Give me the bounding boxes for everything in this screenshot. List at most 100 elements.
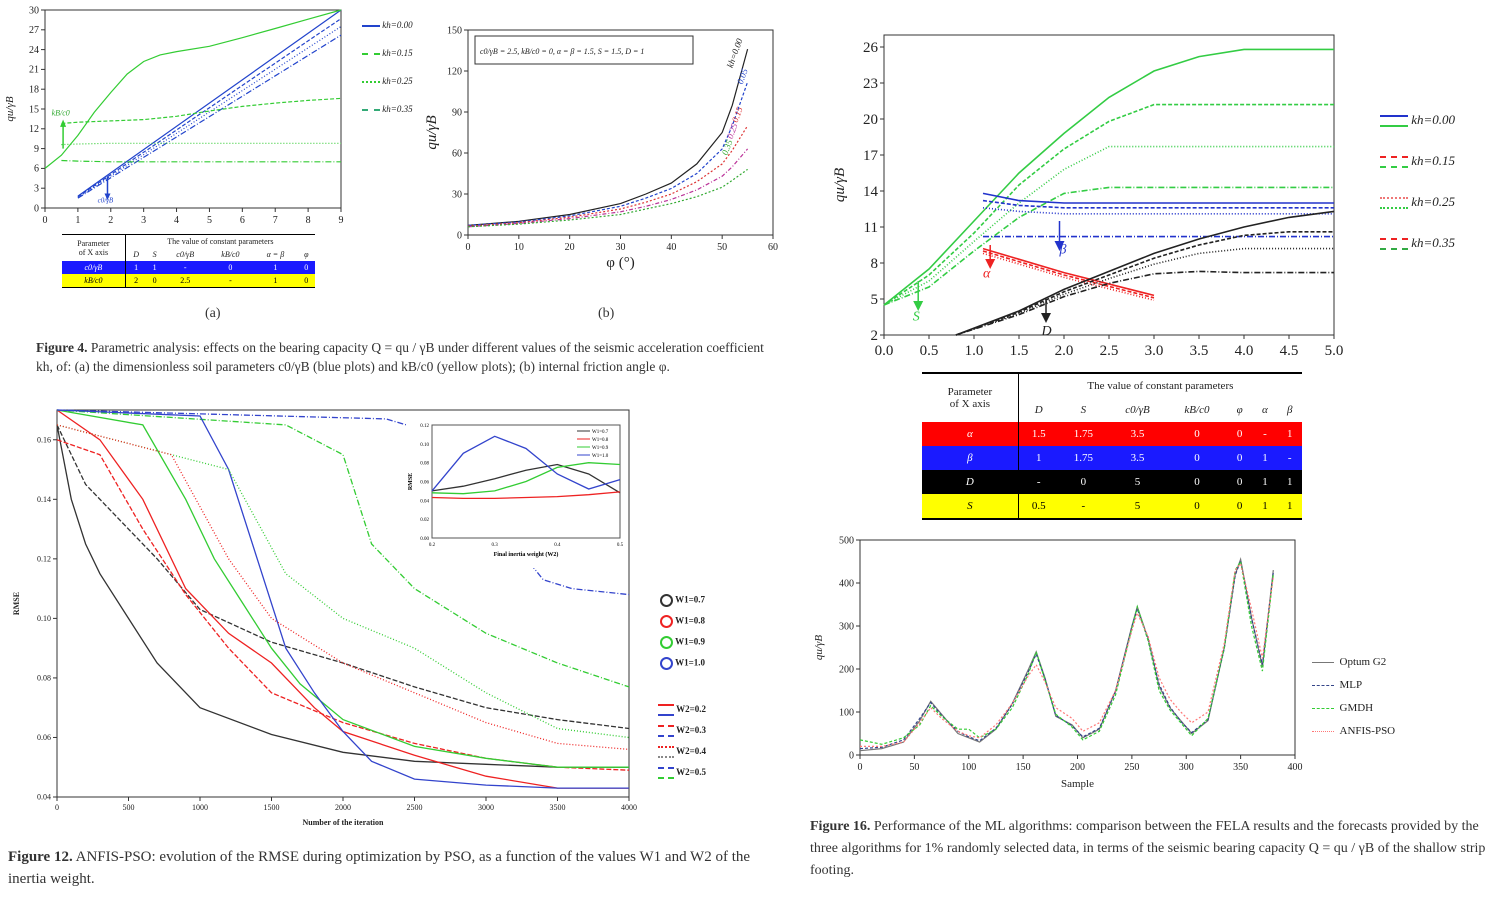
x-axis-label: Sample xyxy=(1061,778,1094,790)
x-tick-label: 2000 xyxy=(335,803,351,812)
fig12-caption-text: ANFIS-PSO: evolution of the RMSE during … xyxy=(8,849,751,887)
inset-x-label: Final inertia weight (W2) xyxy=(494,551,559,558)
series-line xyxy=(61,97,342,125)
arrow-up-head xyxy=(60,119,67,127)
x-axis-label: φ (°) xyxy=(606,255,634,271)
x-tick-label: 9 xyxy=(339,215,344,226)
arrow-down-head xyxy=(104,193,111,201)
fig4-caption-label: Figure 4. xyxy=(36,340,88,355)
inset-series-line xyxy=(431,463,621,494)
table-cell: 0 xyxy=(304,263,309,272)
arrow-s-head xyxy=(913,301,924,311)
y-tick-label: 0 xyxy=(34,203,39,214)
y-tick-label: 8 xyxy=(871,256,879,272)
fig12-caption: Figure 12. ANFIS-PSO: evolution of the R… xyxy=(8,846,778,890)
x-tick-label: 2 xyxy=(108,215,113,226)
fig12-legend-w1-2: W1=0.9 xyxy=(675,636,705,647)
y-tick-label: 24 xyxy=(29,45,39,56)
inset-y-label: RMSE xyxy=(408,473,414,490)
series-line xyxy=(467,81,749,226)
fig12-legend-w1-0: W1=0.7 xyxy=(675,594,705,605)
fig4b-label: (b) xyxy=(598,306,615,321)
table-col-header: S xyxy=(152,250,157,259)
fig4a-table-h1: Parameter xyxy=(77,239,110,248)
series-line xyxy=(955,247,1334,336)
x-tick-label: 3 xyxy=(141,215,146,226)
x-tick-label: 10 xyxy=(514,242,524,253)
table-cell: 1.75 xyxy=(1073,428,1093,440)
x-axis-label: Number of the iteration xyxy=(303,818,385,827)
figR-table-h2: of X axis xyxy=(949,398,991,410)
y-axis-label: RMSE xyxy=(12,592,21,615)
series-line xyxy=(56,424,630,730)
annotation-alpha: α xyxy=(983,266,991,281)
table-row: D - 0 5 0 0 1 1 xyxy=(922,470,1302,494)
x-tick-label: 7 xyxy=(273,215,278,226)
fig4a-legend-1: kh=0.15 xyxy=(382,48,413,58)
inset-x-tick-label: 0.4 xyxy=(554,543,561,548)
figR-legend-0: kh=0.00 xyxy=(1411,112,1456,127)
fig4a-legend-3: kh=0.35 xyxy=(382,104,413,114)
inset-y-tick-label: 0.12 xyxy=(420,424,429,429)
table-cell: 0 xyxy=(1236,500,1243,512)
table-cell: 0 xyxy=(1080,476,1087,488)
y-tick-label: 30 xyxy=(29,5,39,16)
table-cell: 0 xyxy=(1194,476,1200,488)
table-cell: 3.5 xyxy=(1130,452,1145,464)
y-tick-label: 6 xyxy=(34,164,39,175)
series-line xyxy=(467,168,748,228)
y-tick-label: 2 xyxy=(871,328,879,344)
annotation-d: D xyxy=(1041,324,1052,339)
series-line xyxy=(982,199,1334,209)
series-line xyxy=(982,247,1155,297)
arrow-d-head xyxy=(1041,313,1051,323)
table-cell: 0 xyxy=(304,276,309,285)
x-tick-label: 5 xyxy=(207,215,212,226)
y-tick-label: 3 xyxy=(34,184,39,195)
series-line xyxy=(467,125,749,227)
annotation-kb-c0: kB/c0 xyxy=(52,109,70,118)
table-cell: 3.5 xyxy=(1130,428,1145,440)
figR-legend: kh=0.00 kh=0.15 kh=0.25 kh=0.35 xyxy=(1380,112,1455,276)
series-label: kh=0.00 xyxy=(725,37,745,69)
table-cell: 0 xyxy=(152,276,157,285)
figR-param-table: Parameter of X axis The value of constant… xyxy=(922,372,1302,520)
fig12-legend-w1-1: W1=0.8 xyxy=(675,615,705,626)
series-line xyxy=(982,192,1334,204)
fig4b-chart: 0 10 20 30 40 50 60 0 30 60 90 120 150 φ (°) qu/γB c0/γ… xyxy=(424,25,778,271)
series-line xyxy=(77,25,342,198)
plot-area: 0 500 1000 1500 2000 2500 3000 3500 4000 0.04 0.06… xyxy=(12,409,637,827)
y-tick-label: 18 xyxy=(29,85,39,96)
series-line xyxy=(77,34,342,199)
table-row-label: D xyxy=(922,470,1019,494)
series-line xyxy=(982,252,1155,301)
inset-series-line xyxy=(431,491,621,500)
x-tick-label: 2.5 xyxy=(1100,343,1119,359)
table-cell: 1 xyxy=(273,263,278,272)
fig12-caption-label: Figure 12. xyxy=(8,849,73,865)
y-axis-label: qu/γB xyxy=(424,115,440,149)
table-cell: 5 xyxy=(1134,476,1141,488)
x-tick-label: 3.0 xyxy=(1145,343,1164,359)
figR-table-title: The value of constant parameters xyxy=(1087,380,1234,392)
table-cell: - xyxy=(183,263,187,272)
x-tick-label: 0 xyxy=(43,215,48,226)
series-line xyxy=(883,103,1334,306)
fig12-legend-w2: W2=0.2 W2=0.3 W2=0.4 W2=0.5 xyxy=(658,704,706,788)
table-row-label: β xyxy=(922,446,1019,470)
figR-chart: 0.0 0.5 1.0 1.5 2.0 2.5 3.0 3.5 4.0 4.5 5.0 2 5 8 11 14… xyxy=(832,34,1343,359)
plot-area: 0 50 100 150 200 250 300 350 400 0 100 200 300 400 500… xyxy=(813,535,1303,790)
series-line xyxy=(77,18,342,198)
fig16-chart: 0 50 100 150 200 250 300 350 400 0 100 200 300 400 500… xyxy=(813,535,1303,790)
annotation-beta: β xyxy=(1059,242,1067,257)
x-tick-label: 50 xyxy=(717,242,727,253)
table-cell: - xyxy=(229,276,232,285)
x-tick-label: 1000 xyxy=(192,803,208,812)
fig4a-legend: kh=0.00 kh=0.15 kh=0.25 kh=0.35 xyxy=(362,20,432,120)
y-tick-label: 200 xyxy=(839,664,854,675)
fig16-legend-1: MLP xyxy=(1339,679,1363,691)
fig4-caption: Figure 4. Parametric analysis: effects o… xyxy=(36,338,766,376)
arrow-alpha-head xyxy=(985,259,996,269)
inset-series-line xyxy=(431,462,621,495)
y-tick-label: 17 xyxy=(863,148,879,164)
